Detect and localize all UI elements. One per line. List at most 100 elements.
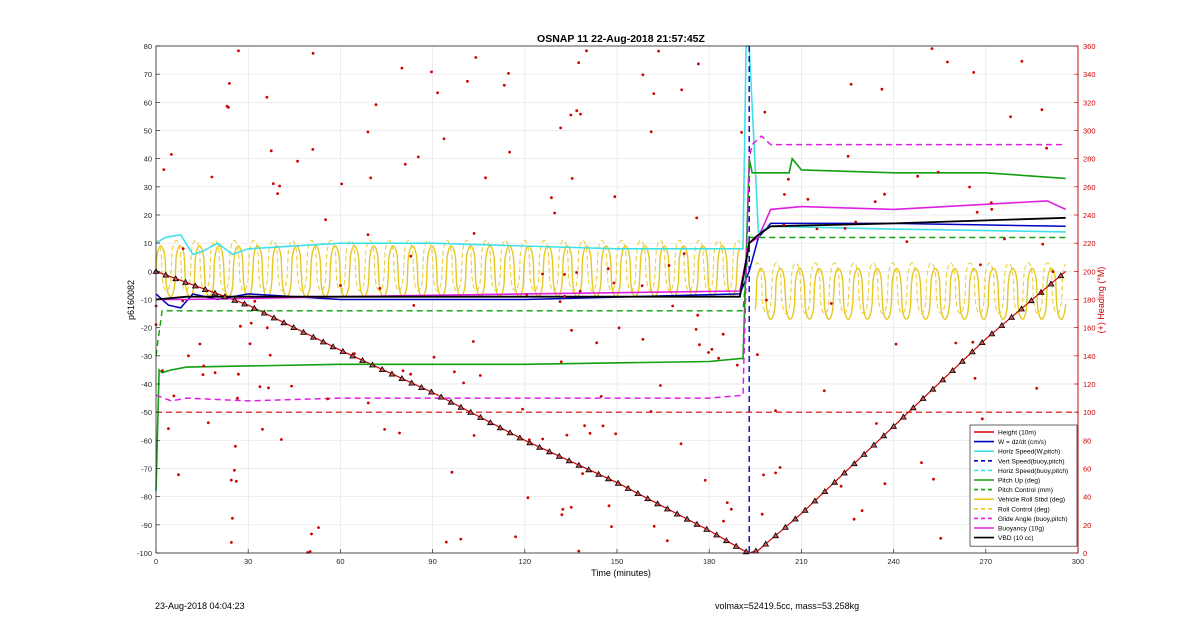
heading-point [268, 353, 272, 357]
heading-point [234, 444, 237, 448]
depth-marker [585, 466, 593, 473]
heading-point [280, 438, 283, 441]
heading-point [317, 526, 320, 529]
y-axis-label-right: (+) Heading (°M) [1096, 267, 1106, 334]
y-tick-label-right: 200 [1083, 267, 1096, 276]
heading-point [340, 182, 344, 186]
heading-point [680, 88, 684, 92]
depth-marker [742, 548, 750, 555]
heading-point [225, 104, 229, 108]
heading-point [905, 240, 909, 244]
heading-point [311, 148, 315, 151]
heading-point [569, 505, 573, 509]
y-tick-label-left: -70 [141, 465, 152, 474]
depth-marker [201, 286, 209, 292]
y-tick-label-left: -100 [137, 549, 152, 558]
series-w [155, 222, 1066, 309]
heading-point [202, 364, 206, 368]
heading-point [450, 470, 454, 474]
heading-point [1051, 270, 1055, 273]
heading-point [783, 193, 786, 196]
depth-markers [152, 47, 1065, 555]
series-horiz-speed [155, 45, 1066, 256]
footer-summary: volmax=52419.5cc, mass=53.258kg [715, 601, 860, 611]
heading-point [233, 468, 236, 472]
heading-point [378, 287, 382, 290]
heading-point [249, 321, 253, 325]
heading-point [1040, 108, 1044, 112]
y-tick-label-left: 50 [144, 127, 152, 136]
heading-point [236, 396, 239, 400]
depth-marker [368, 361, 376, 368]
depth-marker [850, 460, 858, 467]
heading-point [459, 537, 463, 541]
heading-point [560, 513, 564, 517]
depth-marker [772, 532, 780, 539]
heading-point [472, 232, 476, 235]
heading-point [657, 49, 660, 53]
heading-point [703, 478, 707, 482]
heading-point [430, 70, 433, 74]
heading-point [409, 254, 413, 258]
heading-point [416, 155, 420, 159]
y-tick-label-left: -60 [141, 436, 152, 445]
heading-point [763, 110, 767, 114]
heading-point [617, 326, 621, 330]
heading-point [601, 424, 605, 428]
series-glide-angle [155, 135, 1066, 402]
heading-point [261, 427, 264, 431]
y-tick-label-left: -20 [141, 324, 152, 333]
heading-point [875, 422, 878, 425]
heading-point [1009, 115, 1012, 119]
heading-point [366, 233, 370, 237]
depth-marker [457, 403, 465, 410]
depth-marker [644, 495, 652, 502]
heading-point [366, 401, 370, 405]
heading-point [383, 428, 386, 431]
heading-point [403, 162, 407, 166]
x-tick-label: 60 [336, 557, 344, 566]
heading-point [778, 466, 782, 469]
heading-point [526, 496, 530, 500]
depth-marker [604, 475, 612, 482]
heading-point [722, 519, 725, 523]
heading-point [717, 356, 720, 360]
depth-marker [398, 375, 406, 381]
legend-label: Pitch Control (mm) [998, 487, 1053, 494]
heading-point [453, 370, 456, 374]
heading-point [398, 431, 401, 435]
y-tick-label-left: 0 [148, 267, 152, 276]
heading-point [507, 72, 510, 75]
x-tick-label: 240 [887, 557, 900, 566]
depth-marker [545, 448, 553, 455]
y-tick-label-left: -40 [141, 380, 152, 389]
depth-marker [732, 542, 740, 549]
heading-point [665, 539, 669, 543]
heading-point [852, 517, 856, 521]
heading-point [267, 386, 270, 390]
heading-point [1035, 386, 1039, 390]
heading-point [682, 252, 686, 256]
heading-point [442, 137, 446, 141]
heading-point [462, 381, 465, 385]
chart-title: OSNAP 11 22-Aug-2018 21:57:45Z [537, 33, 705, 45]
heading-point [339, 284, 342, 287]
depth-marker [840, 469, 848, 476]
y-tick-label-right: 60 [1083, 465, 1091, 474]
y-tick-label-left: -10 [141, 296, 152, 305]
depth-marker [703, 525, 711, 532]
depth-marker [319, 338, 327, 345]
heading-point [1003, 237, 1006, 241]
heading-point [167, 427, 170, 430]
x-tick-label: 180 [703, 557, 716, 566]
depth-marker [162, 271, 170, 278]
depth-marker [309, 333, 317, 340]
heading-point [577, 61, 581, 65]
heading-point [290, 384, 293, 388]
heading-point [444, 540, 448, 544]
heading-point [521, 407, 524, 411]
heading-point [237, 49, 240, 53]
heading-point [652, 92, 656, 95]
series-vbd [155, 216, 1066, 301]
series-roll-control [155, 239, 741, 292]
